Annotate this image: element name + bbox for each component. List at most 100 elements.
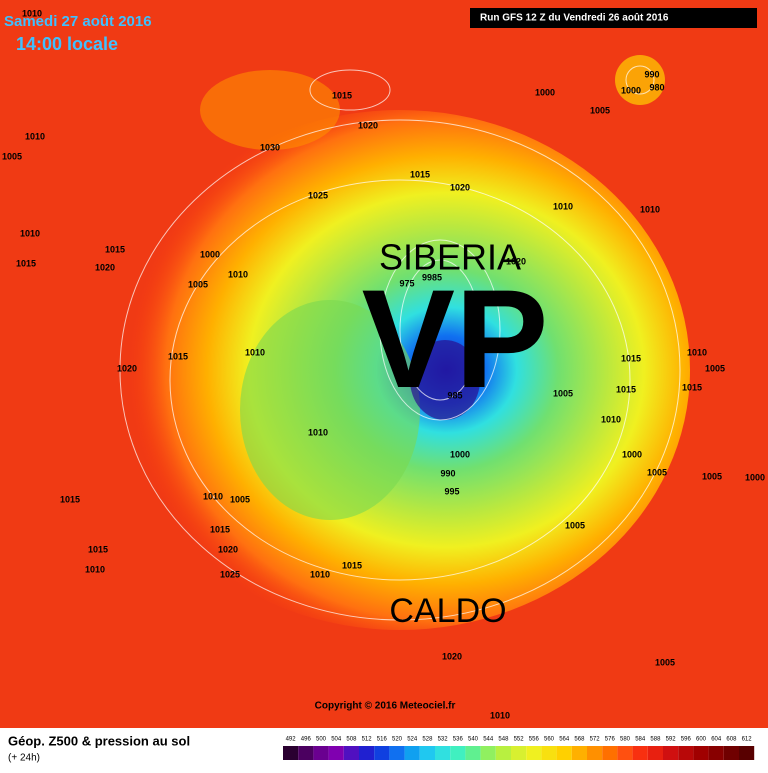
color-swatch: [541, 746, 557, 760]
scale-label: 588: [650, 737, 661, 743]
pressure-label: 1020: [218, 544, 238, 554]
scale-label: 536: [453, 737, 464, 743]
pressure-label: 1025: [220, 569, 240, 579]
scale-label: 568: [574, 737, 585, 743]
pressure-label: 1005: [705, 363, 725, 373]
pressure-label: 1015: [210, 524, 230, 534]
pressure-label: 1015: [616, 384, 636, 394]
pressure-label: 1015: [88, 544, 108, 554]
pressure-label: 1000: [622, 449, 642, 459]
color-swatch: [693, 746, 709, 760]
geopotential-field: [200, 70, 340, 150]
region-annotation: SIBERIA: [379, 237, 521, 278]
run-box: [470, 8, 757, 28]
pressure-label: 1000: [200, 249, 220, 259]
color-swatch: [435, 746, 451, 760]
scale-label: 556: [529, 737, 540, 743]
isobars: [119, 65, 681, 621]
pressure-label: 1010: [687, 347, 707, 357]
color-swatch: [343, 746, 359, 760]
forecast-time: 14:00 locale: [16, 34, 118, 54]
pressure-label: 1015: [16, 258, 36, 268]
pressure-label: 1010: [308, 427, 328, 437]
pressure-label: 1010: [490, 710, 510, 720]
pressure-label: 1015: [621, 353, 641, 363]
pressure-label: 975: [399, 278, 414, 288]
pressure-label: 1000: [621, 85, 641, 95]
color-swatch: [419, 746, 435, 760]
pressure-label: 1015: [410, 169, 430, 179]
scale-label: 492: [286, 737, 297, 743]
pressure-label: 9985: [422, 272, 442, 282]
scale-label: 512: [362, 737, 373, 743]
scale-label: 548: [498, 737, 509, 743]
pressure-label: 1015: [168, 351, 188, 361]
color-swatch: [450, 746, 466, 760]
pressure-label: 1005: [590, 105, 610, 115]
pressure-label: 1025: [308, 190, 328, 200]
color-swatch: [374, 746, 390, 760]
pressure-label: 1015: [60, 494, 80, 504]
pressure-label: 1010: [203, 491, 223, 501]
color-swatch: [328, 746, 344, 760]
color-swatch: [313, 746, 329, 760]
pressure-label: 1015: [105, 244, 125, 254]
color-swatch: [723, 746, 739, 760]
scale-label: 564: [559, 737, 570, 743]
color-swatch: [587, 746, 603, 760]
geopotential-field: [615, 55, 665, 105]
pressure-label: 1015: [332, 90, 352, 100]
scale-label: 612: [742, 737, 753, 743]
run-info: Run GFS 12 Z du Vendredi 26 août 2016: [480, 13, 669, 24]
scale-label: 608: [726, 737, 737, 743]
scale-label: 600: [696, 737, 707, 743]
scale-label: 552: [514, 737, 525, 743]
pressure-label: 985: [447, 390, 462, 400]
scale-label: 500: [316, 737, 327, 743]
color-swatch: [617, 746, 633, 760]
pressure-label: 1010: [25, 131, 45, 141]
pressure-label: 1010: [228, 269, 248, 279]
scale-label: 604: [711, 737, 722, 743]
pressure-label: 1005: [702, 471, 722, 481]
scale-label: 504: [331, 737, 342, 743]
pressure-label: 1010: [553, 201, 573, 211]
pressure-label: 1005: [655, 657, 675, 667]
pressure-label: 1005: [565, 520, 585, 530]
color-swatch: [298, 746, 314, 760]
color-swatch: [632, 746, 648, 760]
pressure-label: 1020: [358, 120, 378, 130]
scale-label: 544: [483, 737, 494, 743]
pressure-label: 1030: [260, 142, 280, 152]
legend-lead: (+ 24h): [8, 753, 40, 764]
scale-label: 524: [407, 737, 418, 743]
color-swatch: [465, 746, 481, 760]
pressure-label: 1010: [20, 228, 40, 238]
pressure-label: 1010: [640, 204, 660, 214]
pressure-label: 1015: [682, 382, 702, 392]
forecast-date: Samedi 27 août 2016: [4, 13, 152, 30]
pressure-label: 1005: [188, 279, 208, 289]
pressure-label: 995: [444, 486, 459, 496]
pressure-label: 1005: [2, 151, 22, 161]
legend-title: Géop. Z500 & pression au sol: [8, 733, 190, 748]
scale-label: 596: [681, 737, 692, 743]
color-swatch: [359, 746, 375, 760]
scale-label: 592: [666, 737, 677, 743]
scale-label: 576: [605, 737, 616, 743]
pressure-label: 1005: [647, 467, 667, 477]
scale-label: 516: [377, 737, 388, 743]
color-swatch: [708, 746, 724, 760]
scale-label: 496: [301, 737, 312, 743]
color-swatch: [678, 746, 694, 760]
color-swatch: [283, 746, 299, 760]
vortex-annotation: VP: [362, 260, 549, 417]
color-swatch: [480, 746, 496, 760]
pressure-label: 1010: [22, 8, 42, 18]
pressure-label: 1010: [245, 347, 265, 357]
pressure-label: 990: [440, 468, 455, 478]
scale-label: 540: [468, 737, 479, 743]
pressure-label: 1000: [450, 449, 470, 459]
color-swatch: [511, 746, 527, 760]
